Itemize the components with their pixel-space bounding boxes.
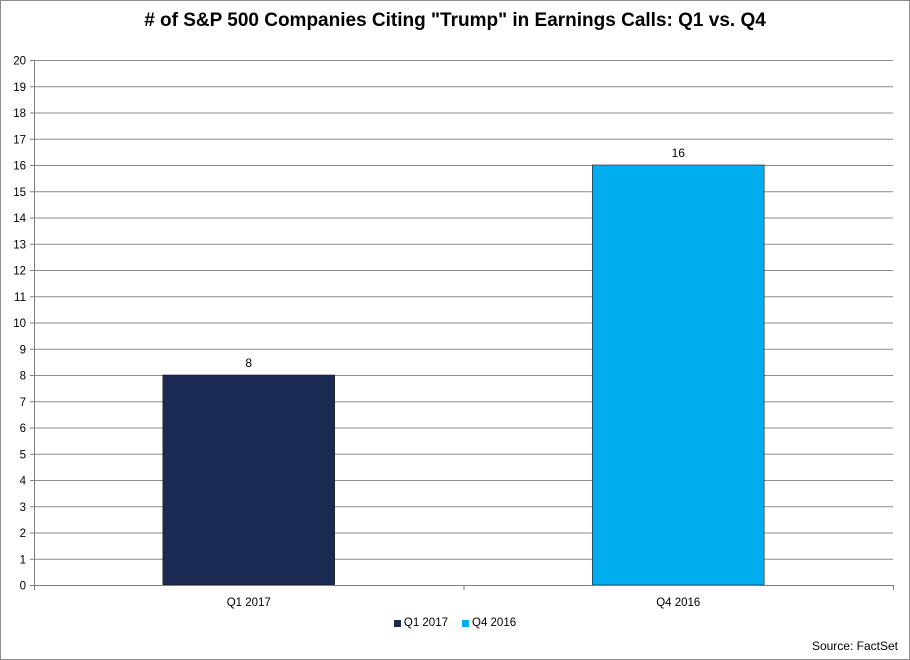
- source-note: Source: FactSet: [811, 639, 898, 653]
- chart-title: # of S&P 500 Companies Citing "Trump" in…: [144, 10, 766, 31]
- y-tick-label: 0: [20, 581, 26, 593]
- x-tick-label-q1-2017: Q1 2017: [227, 597, 271, 609]
- legend-swatch-q4-2016: [462, 619, 469, 627]
- y-tick-label: 2: [20, 528, 26, 540]
- y-tick-label: 18: [13, 108, 26, 120]
- data-label-q1-2017: 8: [245, 356, 252, 370]
- x-axis-ticks: Q1 2017 Q4 2016: [34, 585, 894, 609]
- legend: Q1 2017 Q4 2016: [0, 617, 910, 629]
- y-tick-label: 5: [20, 449, 26, 461]
- bars: 8 16: [162, 146, 765, 586]
- y-tick-label: 15: [13, 187, 26, 199]
- y-tick-label: 3: [20, 502, 26, 514]
- y-tick-label: 10: [13, 318, 26, 330]
- y-tick-label: 11: [14, 292, 26, 304]
- legend-item-q1-2017: Q1 2017: [393, 617, 448, 629]
- y-tick-label: 16: [13, 161, 26, 173]
- y-tick-label: 7: [20, 397, 26, 409]
- y-tick-label: 17: [13, 134, 26, 146]
- y-tick-label: 4: [20, 476, 27, 488]
- legend-item-q4-2016: Q4 2016: [462, 617, 516, 629]
- y-tick-label: 6: [20, 423, 26, 435]
- y-tick-label: 13: [13, 239, 26, 251]
- y-tick-label: 14: [13, 213, 26, 225]
- y-tick-label: 19: [13, 82, 26, 94]
- y-tick-label: 8: [20, 371, 26, 383]
- legend-swatch-q1-2017: [393, 619, 401, 627]
- bar-q1-2017: [162, 374, 335, 586]
- y-tick-label: 12: [13, 266, 26, 278]
- y-tick-label: 9: [20, 344, 26, 356]
- legend-label-q1-2017: Q1 2017: [403, 617, 448, 629]
- y-tick-label: 20: [13, 56, 26, 68]
- bar-q4-2016: [592, 164, 765, 586]
- x-tick-label-q4-2016: Q4 2016: [656, 597, 700, 609]
- legend-label-q4-2016: Q4 2016: [472, 617, 517, 629]
- data-label-q4-2016: 16: [672, 146, 686, 160]
- y-tick-label: 1: [20, 554, 26, 566]
